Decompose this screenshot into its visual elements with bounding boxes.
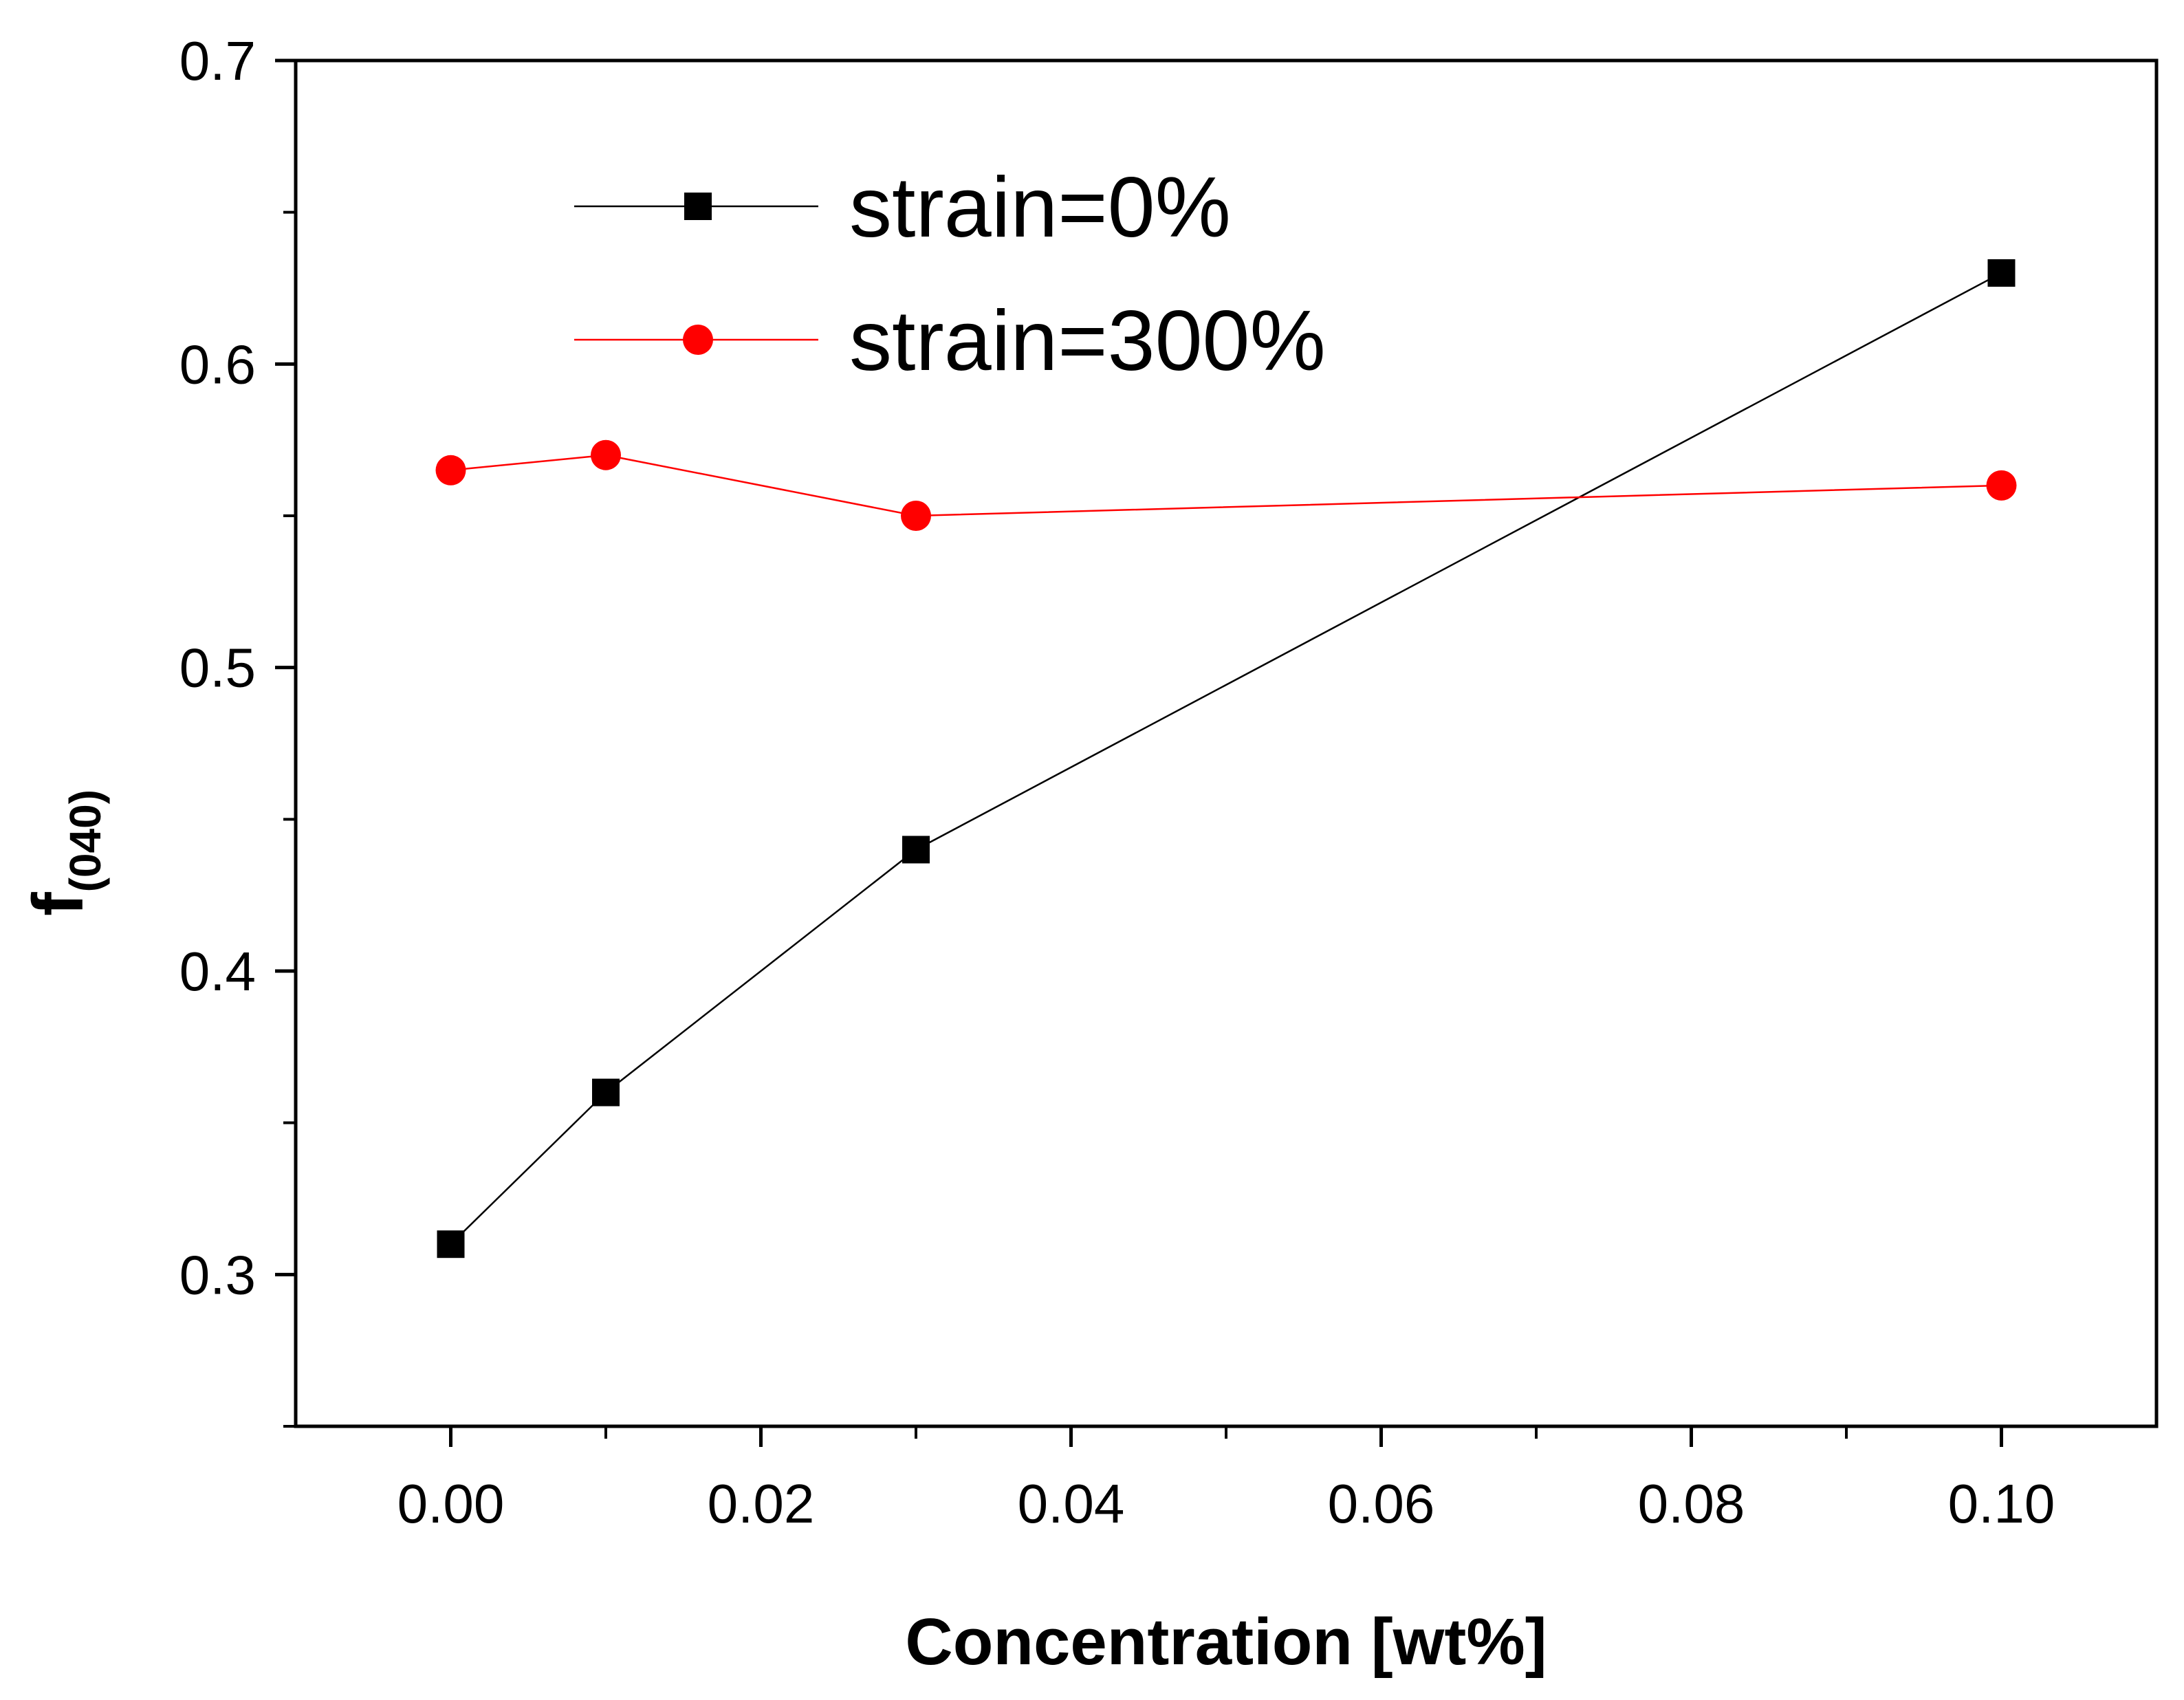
ticks: 0.00 0.02 0.04 0.06 0.08 0.10 0.3 0.4 0.5 0.6 0.7 xyxy=(179,30,2055,1534)
data-point-circle xyxy=(591,439,621,470)
data-point-circle xyxy=(1986,470,2017,501)
y-tick-label: 0.5 xyxy=(179,638,256,699)
y-axis-title-sub: (040) xyxy=(61,789,110,892)
x-tick-label: 0.00 xyxy=(397,1473,505,1534)
data-point-circle xyxy=(435,455,466,486)
data-point-square xyxy=(592,1078,620,1107)
data-point-square xyxy=(902,836,930,864)
data-point-square xyxy=(437,1230,465,1258)
data-point-circle xyxy=(901,501,931,531)
series-2 xyxy=(435,439,2017,531)
series xyxy=(435,259,2017,1258)
y-axis-title-main: f xyxy=(19,892,98,916)
legend-marker-circle xyxy=(683,325,713,355)
series-line xyxy=(450,272,2002,1245)
x-tick-label: 0.08 xyxy=(1638,1473,1745,1534)
series-line xyxy=(450,454,2002,517)
legend-marker-square xyxy=(684,193,712,220)
legend-label: strain=0% xyxy=(849,160,1231,255)
legend-item-2: strain=300% xyxy=(574,294,1326,389)
x-tick-label: 0.10 xyxy=(1948,1473,2055,1534)
y-tick-label: 0.6 xyxy=(179,334,256,395)
series-1 xyxy=(437,259,2016,1258)
legend: strain=0% strain=300% xyxy=(574,160,1326,389)
y-tick-label: 0.7 xyxy=(179,30,256,91)
y-tick-label: 0.4 xyxy=(179,941,256,1002)
legend-label: strain=300% xyxy=(849,294,1326,389)
x-tick-label: 0.02 xyxy=(708,1473,815,1534)
y-tick-label: 0.3 xyxy=(179,1244,256,1305)
x-tick-label: 0.06 xyxy=(1328,1473,1435,1534)
legend-item-1: strain=0% xyxy=(574,160,1231,255)
y-axis-title: f(040) xyxy=(19,789,110,916)
data-point-square xyxy=(1987,259,2016,287)
x-axis-title: Concentration [wt%] xyxy=(905,1605,1547,1679)
svg-text:f(040): f(040) xyxy=(19,789,110,916)
x-tick-label: 0.04 xyxy=(1018,1473,1125,1534)
